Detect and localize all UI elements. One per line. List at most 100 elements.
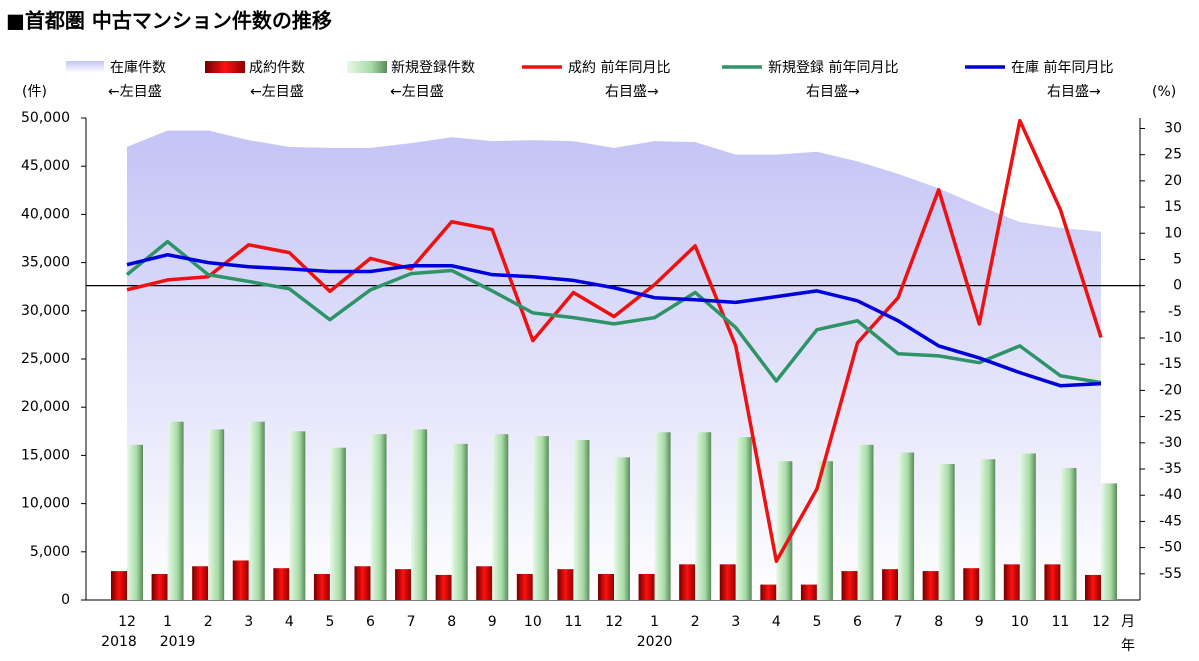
x-tick-label: 4 <box>772 614 781 630</box>
legend-swatch <box>66 61 104 73</box>
bar <box>573 439 590 600</box>
bar <box>1003 564 1020 600</box>
y2-tick-label: -45 <box>1159 513 1182 529</box>
x-tick-label: 9 <box>488 614 497 630</box>
line <box>125 239 1102 385</box>
y2-tick-label: -5 <box>1168 304 1182 320</box>
year-label: 2020 <box>637 634 673 650</box>
bar <box>411 429 428 600</box>
legend-note: ←左目盛 <box>390 84 444 100</box>
bar <box>857 444 874 600</box>
x-tick-label: 8 <box>934 614 943 630</box>
legend-note: ←左目盛 <box>250 84 304 100</box>
bar <box>476 566 493 600</box>
x-tick-label: 2 <box>204 614 213 630</box>
x-tick-label: 12 <box>1092 614 1110 630</box>
bar <box>248 421 265 600</box>
bar <box>370 434 387 600</box>
x-tick-label: 12 <box>605 614 623 630</box>
x-tick-label: 3 <box>244 614 253 630</box>
bar <box>532 436 549 600</box>
y2-tick-label: -10 <box>1159 330 1182 346</box>
y-tick-label: 5,000 <box>30 544 70 560</box>
bar <box>1101 483 1117 600</box>
bar-layer <box>111 421 1117 600</box>
y2-tick-label: -25 <box>1159 409 1182 425</box>
x-tick-label: 3 <box>731 614 740 630</box>
legend-label: 新規登録 前年同月比 <box>768 59 898 76</box>
y2-tick-label: -35 <box>1159 461 1182 477</box>
bar <box>435 574 452 600</box>
bar <box>1060 467 1077 600</box>
y-tick-label: 20,000 <box>21 399 70 415</box>
bar <box>760 584 777 600</box>
x-tick-label: 1 <box>163 614 172 630</box>
y2-tick-label: -40 <box>1159 487 1182 503</box>
bar <box>695 432 712 600</box>
y2-tick-label: 0 <box>1173 278 1182 294</box>
bar <box>192 566 209 600</box>
line <box>126 252 1102 388</box>
legend-swatch <box>347 61 387 73</box>
legend-note: ←左目盛 <box>108 84 162 100</box>
bar <box>516 573 533 600</box>
y2-tick-label: 15 <box>1164 199 1182 215</box>
year-label: 2018 <box>101 634 137 650</box>
line-layer <box>125 118 1103 563</box>
x-tick-label: 2 <box>691 614 700 630</box>
bar <box>313 573 330 600</box>
bar <box>273 568 290 600</box>
x-unit: 月 <box>1121 614 1135 630</box>
bar <box>151 573 168 600</box>
bar <box>289 431 306 600</box>
legend-note: 右目盛→ <box>605 84 659 100</box>
bar <box>111 571 127 600</box>
bar <box>638 573 655 600</box>
y-tick-label: 10,000 <box>21 496 70 512</box>
y-tick-label: 15,000 <box>21 447 70 463</box>
legend-swatch <box>205 61 245 73</box>
bar <box>679 564 696 600</box>
line <box>126 118 1103 563</box>
bar <box>1019 453 1036 600</box>
bar <box>719 564 736 600</box>
legend-label: 在庫 前年同月比 <box>1011 59 1113 76</box>
bar <box>882 569 899 600</box>
y-tick-label: 50,000 <box>21 110 70 126</box>
y2-tick-label: 10 <box>1164 225 1182 241</box>
x-tick-label: 8 <box>447 614 456 630</box>
bar <box>1085 574 1101 600</box>
y-tick-label: 35,000 <box>21 255 70 271</box>
x-tick-label: 5 <box>812 614 821 630</box>
x-tick-label: 9 <box>975 614 984 630</box>
x-tick-label: 12 <box>118 614 136 630</box>
bar <box>979 459 996 600</box>
year-unit: 年 <box>1121 638 1135 654</box>
x-tick-label: 11 <box>1052 614 1070 630</box>
bar <box>395 569 412 600</box>
y2-tick-label: -55 <box>1159 566 1182 582</box>
bar <box>898 452 915 600</box>
legend-note: 右目盛→ <box>806 84 860 100</box>
y2-tick-label: -50 <box>1159 540 1182 556</box>
x-tick-label: 4 <box>285 614 294 630</box>
x-tick-label: 10 <box>1011 614 1029 630</box>
x-tick-label: 11 <box>565 614 583 630</box>
bar <box>492 434 509 600</box>
bar <box>354 566 371 600</box>
bar <box>598 573 614 600</box>
legend-label: 成約件数 <box>249 60 305 76</box>
bar <box>816 461 833 600</box>
y2-tick-label: 25 <box>1164 147 1182 163</box>
bar <box>938 464 955 600</box>
bar <box>776 461 793 600</box>
bar <box>1044 564 1061 600</box>
bar <box>208 429 225 600</box>
x-tick-label: 7 <box>407 614 416 630</box>
legend-note: 右目盛→ <box>1047 84 1101 100</box>
x-tick-label: 6 <box>853 614 862 630</box>
y2-tick-label: -20 <box>1159 382 1182 398</box>
legend-label: 成約 前年同月比 <box>568 59 670 76</box>
y2-tick-label: 30 <box>1164 120 1182 136</box>
bar <box>654 432 671 600</box>
